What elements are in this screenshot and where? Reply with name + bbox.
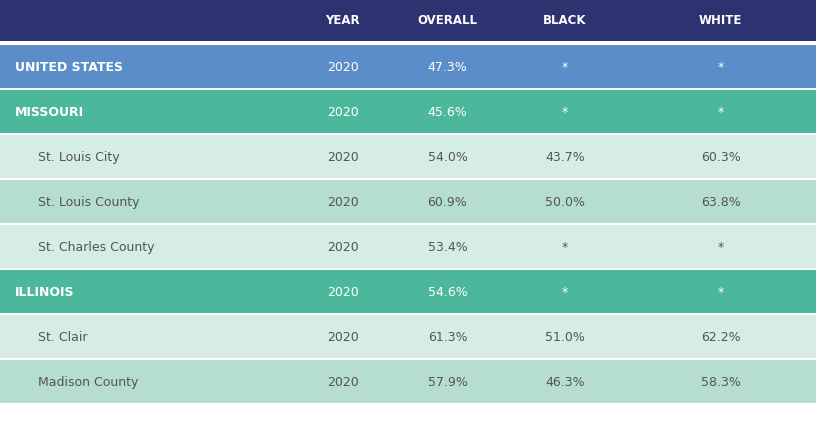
Text: 2020: 2020	[326, 330, 358, 343]
Bar	[0, 46, 816, 89]
Text: BLACK: BLACK	[543, 14, 587, 27]
Text: UNITED STATES: UNITED STATES	[15, 61, 123, 74]
Text: St. Louis City: St. Louis City	[38, 151, 119, 164]
Text: 58.3%: 58.3%	[701, 375, 740, 388]
Bar	[0, 89, 816, 91]
Text: *: *	[717, 240, 724, 253]
Text: 54.6%: 54.6%	[428, 285, 468, 298]
Text: *: *	[562, 240, 568, 253]
Bar	[0, 313, 816, 315]
Text: 46.3%: 46.3%	[545, 375, 585, 388]
Bar	[0, 268, 816, 270]
Text: 60.9%: 60.9%	[428, 196, 468, 208]
Text: OVERALL: OVERALL	[418, 14, 477, 27]
Text: 47.3%: 47.3%	[428, 61, 468, 74]
Bar	[0, 270, 816, 313]
Text: 61.3%: 61.3%	[428, 330, 468, 343]
Text: St. Clair: St. Clair	[38, 330, 87, 343]
Bar	[0, 91, 816, 134]
Text: 45.6%: 45.6%	[428, 106, 468, 119]
Text: *: *	[562, 285, 568, 298]
Text: *: *	[717, 106, 724, 119]
Bar	[0, 136, 816, 178]
Bar	[0, 360, 816, 403]
Bar	[0, 403, 816, 434]
Text: 60.3%: 60.3%	[701, 151, 740, 164]
Text: 2020: 2020	[326, 375, 358, 388]
Bar	[0, 178, 816, 181]
Text: *: *	[717, 61, 724, 74]
Text: St. Charles County: St. Charles County	[38, 240, 154, 253]
Text: 2020: 2020	[326, 196, 358, 208]
Text: 51.0%: 51.0%	[545, 330, 585, 343]
Text: WHITE: WHITE	[698, 14, 743, 27]
Text: 50.0%: 50.0%	[545, 196, 585, 208]
Text: ILLINOIS: ILLINOIS	[15, 285, 74, 298]
Bar	[0, 42, 816, 46]
Text: YEAR: YEAR	[326, 14, 360, 27]
Text: *: *	[562, 106, 568, 119]
Text: 2020: 2020	[326, 240, 358, 253]
Text: 57.9%: 57.9%	[428, 375, 468, 388]
Text: 54.0%: 54.0%	[428, 151, 468, 164]
Text: 63.8%: 63.8%	[701, 196, 740, 208]
Bar	[0, 0, 816, 42]
Bar	[0, 315, 816, 358]
Text: MISSOURI: MISSOURI	[15, 106, 84, 119]
Text: 62.2%: 62.2%	[701, 330, 740, 343]
Text: 43.7%: 43.7%	[545, 151, 585, 164]
Bar	[0, 134, 816, 136]
Bar	[0, 181, 816, 224]
Text: *: *	[562, 61, 568, 74]
Bar	[0, 226, 816, 268]
Text: St. Louis County: St. Louis County	[38, 196, 139, 208]
Bar	[0, 358, 816, 360]
Text: 2020: 2020	[326, 106, 358, 119]
Text: Madison County: Madison County	[38, 375, 138, 388]
Text: 2020: 2020	[326, 151, 358, 164]
Bar	[0, 224, 816, 226]
Text: 2020: 2020	[326, 61, 358, 74]
Text: *: *	[717, 285, 724, 298]
Text: 53.4%: 53.4%	[428, 240, 468, 253]
Text: 2020: 2020	[326, 285, 358, 298]
